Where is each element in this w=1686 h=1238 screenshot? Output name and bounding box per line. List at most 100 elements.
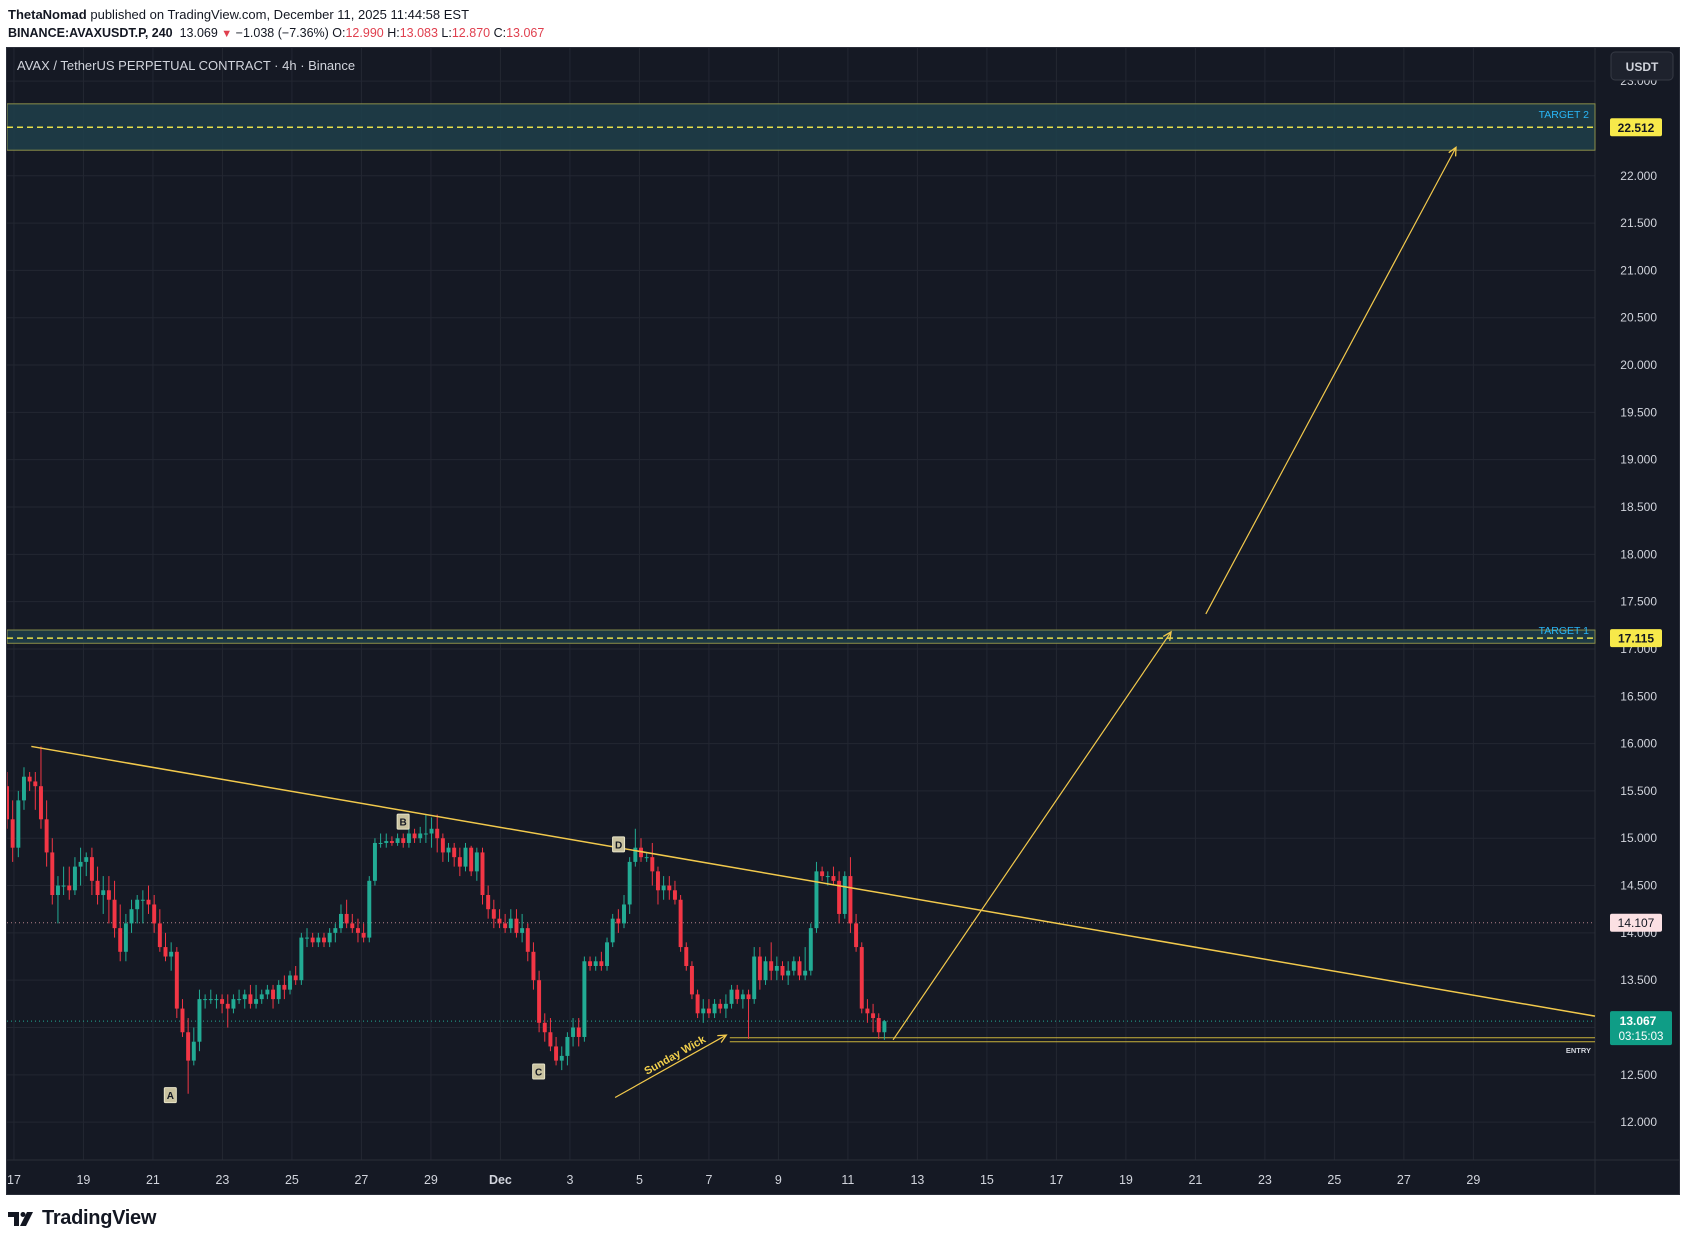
author-name[interactable]: ThetaNomad: [8, 7, 87, 22]
candle-body: [735, 989, 740, 1000]
candle-body: [50, 852, 55, 896]
candle-body: [452, 847, 457, 858]
tradingview-logo-icon: [8, 1211, 33, 1226]
candle-body: [55, 885, 60, 896]
prev-close-text: 14.107: [1618, 916, 1655, 930]
candle-body: [123, 923, 128, 952]
chart-frame[interactable]: 12.00012.50013.00013.50014.00014.50015.0…: [6, 47, 1680, 1195]
candle-body: [180, 1008, 185, 1033]
candle-body: [769, 961, 774, 971]
price-chart[interactable]: 12.00012.50013.00013.50014.00014.50015.0…: [7, 48, 1679, 1194]
candle-body: [423, 833, 428, 835]
candle-body: [33, 781, 38, 787]
candle-body: [259, 994, 264, 1000]
x-tick-label: 11: [841, 1173, 854, 1187]
candle-body: [254, 999, 259, 1004]
descending-trendline: [31, 745, 1596, 1017]
candle-body: [44, 819, 49, 853]
candle-body: [401, 838, 406, 843]
candle-body: [712, 1003, 717, 1014]
candle-body: [474, 852, 479, 872]
candle-body: [276, 984, 281, 1000]
candle-body: [344, 913, 349, 924]
tradingview-brand[interactable]: TradingView: [8, 1207, 156, 1230]
candle-body: [214, 999, 219, 1001]
candle-body: [191, 1041, 196, 1061]
candle-body: [327, 932, 332, 943]
candle-body: [842, 876, 847, 914]
candle-body: [27, 776, 32, 782]
target-label: TARGET 1: [1539, 625, 1590, 637]
candle-body: [639, 847, 643, 858]
target-price-text: 17.115: [1618, 632, 1654, 646]
candle-body: [695, 994, 700, 1014]
projection-line: [1205, 147, 1457, 615]
x-tick-label: 23: [215, 1173, 229, 1187]
candle-body: [101, 890, 106, 896]
candle-body: [610, 918, 615, 943]
candle-body: [469, 847, 474, 872]
candle-body: [7, 786, 9, 820]
candle-body: [814, 871, 819, 929]
candle-body: [384, 841, 389, 843]
y-tick-label: 12.000: [1620, 1115, 1657, 1129]
candle-body: [797, 961, 802, 976]
candle-body: [322, 937, 326, 943]
candle-body: [440, 838, 445, 853]
x-tick-label: 17: [7, 1173, 21, 1187]
candle-body: [186, 1032, 191, 1061]
candle-body: [435, 828, 440, 839]
open-label: O:: [332, 26, 346, 40]
candle-body: [406, 833, 411, 843]
candle-body: [757, 956, 762, 981]
candle-body: [497, 918, 502, 924]
x-tick-label: 27: [1397, 1173, 1411, 1187]
prev-close-tag: [1610, 913, 1662, 932]
x-tick-label: 21: [146, 1173, 160, 1187]
candle-body: [808, 928, 813, 971]
chart-title: AVAX / TetherUS PERPETUAL CONTRACT · 4h …: [17, 58, 355, 73]
y-tick-label: 17.500: [1620, 595, 1657, 609]
candle-body: [389, 841, 394, 843]
candle-body: [282, 984, 287, 990]
candle-body: [129, 909, 134, 924]
x-tick-label: 29: [424, 1173, 438, 1187]
y-tick-label: 21.500: [1620, 216, 1657, 230]
candle-body: [299, 937, 304, 981]
target-zone: [7, 629, 1596, 644]
y-tick-label: 16.000: [1620, 737, 1657, 751]
candle-body: [667, 885, 672, 891]
candle-body: [780, 965, 785, 976]
candle-body: [106, 890, 111, 900]
candle-body: [152, 904, 157, 924]
candle-body: [174, 951, 179, 1009]
candle-body: [871, 1013, 876, 1019]
candle-body: [378, 842, 383, 844]
candle-body: [740, 994, 745, 1000]
candle-body: [701, 1008, 706, 1014]
sunday-wick-label: Sunday Wick: [642, 1033, 708, 1077]
y-tick-label: 19.500: [1620, 405, 1657, 419]
candle-body: [848, 876, 853, 924]
candle-body: [571, 1027, 576, 1037]
target-price-text: 22.512: [1618, 121, 1655, 135]
candle-body: [723, 1003, 728, 1009]
candle-body: [293, 975, 298, 981]
candle-body: [678, 899, 683, 948]
brand-name: TradingView: [42, 1207, 157, 1229]
entry-label: ENTRY: [1566, 1046, 1591, 1055]
candle-body: [316, 937, 321, 943]
candle-body: [112, 899, 117, 929]
close-value: 13.067: [506, 26, 545, 40]
target-label: TARGET 2: [1539, 109, 1590, 121]
candle-body: [548, 1032, 553, 1047]
candle-body: [542, 1022, 547, 1033]
candle-body: [61, 885, 66, 887]
candle-body: [118, 928, 123, 952]
last-price: 13.069: [179, 26, 218, 40]
symbol-text: BINANCE:AVAXUSDT.P, 240: [8, 26, 173, 40]
projection-arrowhead: [717, 1034, 728, 1043]
candle-body: [220, 999, 225, 1004]
ohlc-line: BINANCE:AVAXUSDT.P, 240 13.069 ▼ −1.038 …: [8, 26, 544, 40]
projection-arrowhead: [1448, 146, 1457, 157]
